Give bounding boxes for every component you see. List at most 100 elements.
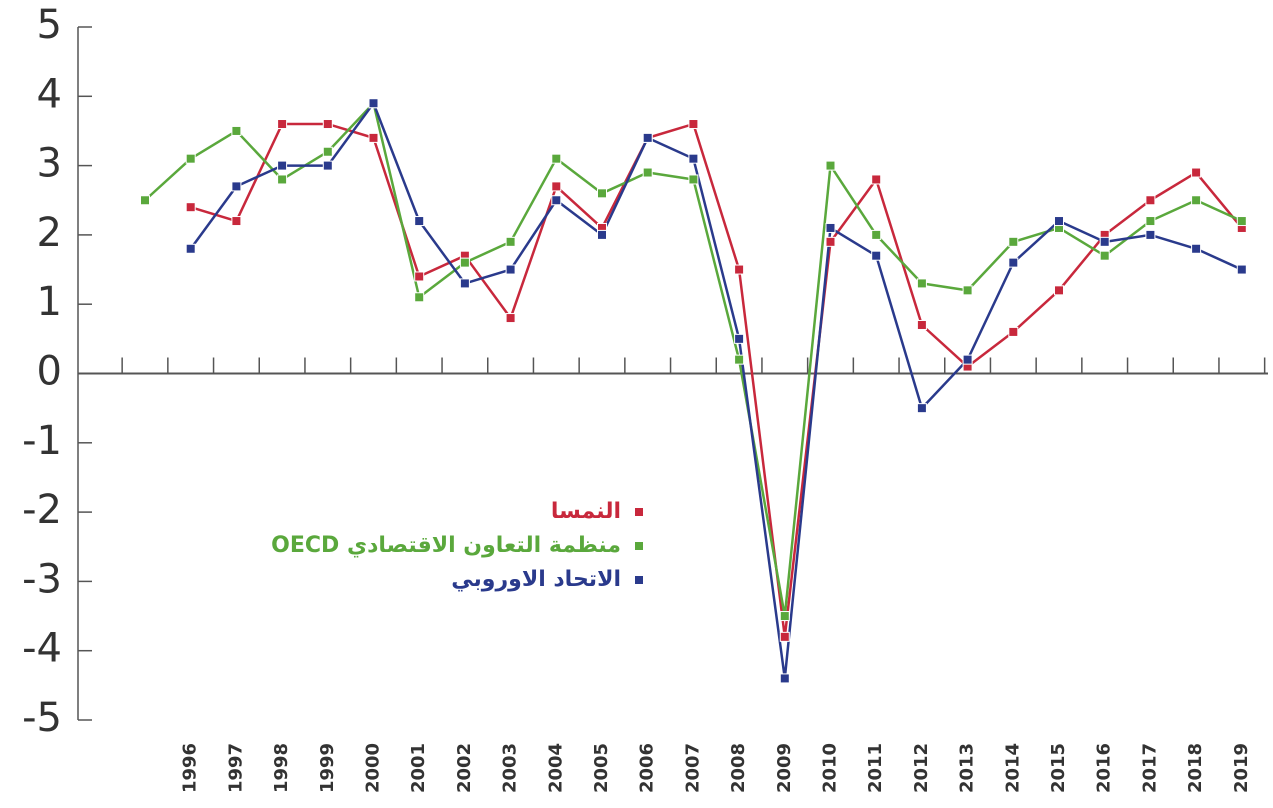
x-tick-label: 2013: [957, 743, 978, 793]
point: [552, 154, 561, 163]
x-tick-label: 2010: [820, 743, 841, 793]
point: [1146, 217, 1155, 226]
point: [598, 230, 607, 239]
point: [506, 265, 515, 274]
y-tick-label: -4: [22, 626, 62, 672]
x-tick-label: 2017: [1139, 743, 1160, 793]
point: [689, 175, 698, 184]
x-tick-label: 2014: [1002, 743, 1023, 793]
point: [232, 126, 241, 135]
x-tick-label: 2005: [591, 743, 612, 793]
point: [278, 175, 287, 184]
point: [369, 99, 378, 108]
point: [186, 244, 195, 253]
y-tick-label: 5: [37, 2, 62, 48]
point: [1100, 251, 1109, 260]
y-tick-label: 4: [37, 71, 62, 117]
x-tick-label: 2012: [911, 743, 932, 793]
point: [643, 133, 652, 142]
legend-item: الاتحاد الاوروبي: [271, 563, 643, 597]
legend-swatch: [635, 542, 643, 550]
point: [1192, 168, 1201, 177]
x-tick-label: 1996: [180, 743, 201, 793]
point: [323, 120, 332, 129]
point: [735, 334, 744, 343]
x-tick-label: 2007: [682, 743, 703, 793]
point: [232, 217, 241, 226]
legend-swatch: [635, 576, 643, 584]
point: [1100, 237, 1109, 246]
legend-swatch: [635, 508, 643, 516]
point: [643, 168, 652, 177]
x-tick-label: 2003: [500, 743, 521, 793]
x-tick-label: 2011: [865, 743, 886, 793]
x-tick-label: 1998: [271, 743, 292, 793]
point: [689, 120, 698, 129]
point: [186, 154, 195, 163]
x-tick-label: 2002: [454, 743, 475, 793]
point: [963, 286, 972, 295]
x-tick-label: 1999: [317, 743, 338, 793]
point: [780, 612, 789, 621]
point: [1009, 327, 1018, 336]
point: [780, 632, 789, 641]
point: [780, 674, 789, 683]
point: [552, 196, 561, 205]
point: [460, 258, 469, 267]
y-tick-label: -3: [22, 556, 62, 602]
point: [1146, 230, 1155, 239]
point: [872, 175, 881, 184]
point: [598, 189, 607, 198]
legend-item: منظمة التعاون الاقتصادي OECD: [271, 529, 643, 563]
point: [1237, 217, 1246, 226]
point: [141, 196, 150, 205]
point: [1009, 237, 1018, 246]
x-tick-label: 2001: [408, 743, 429, 793]
point: [415, 272, 424, 281]
x-tick-label: 2019: [1231, 743, 1252, 793]
point: [963, 355, 972, 364]
y-tick-label: -2: [22, 487, 62, 533]
point: [369, 133, 378, 142]
point: [826, 237, 835, 246]
point: [415, 217, 424, 226]
x-tick-label: 2018: [1185, 743, 1206, 793]
y-tick-label: -1: [22, 418, 62, 464]
point: [278, 161, 287, 170]
x-tick-label: 1997: [225, 743, 246, 793]
point: [415, 293, 424, 302]
point: [735, 355, 744, 364]
point: [689, 154, 698, 163]
point: [1192, 196, 1201, 205]
x-tick-label: 2009: [774, 743, 795, 793]
point: [1146, 196, 1155, 205]
point: [186, 203, 195, 212]
x-tick-label: 2016: [1094, 743, 1115, 793]
point: [278, 120, 287, 129]
point: [1009, 258, 1018, 267]
point: [1055, 286, 1064, 295]
point: [917, 320, 926, 329]
point: [1192, 244, 1201, 253]
page: -5-4-3-2-1012345199619971998199920002001…: [0, 0, 1273, 808]
point: [1055, 217, 1064, 226]
point: [917, 404, 926, 413]
point: [552, 182, 561, 191]
point: [506, 237, 515, 246]
point: [917, 279, 926, 288]
x-tick-label: 2006: [637, 743, 658, 793]
legend-label: النمسا: [551, 495, 621, 529]
chart: -5-4-3-2-1012345199619971998199920002001…: [0, 0, 1273, 808]
point: [323, 161, 332, 170]
y-tick-label: 2: [37, 210, 62, 256]
legend-label: الاتحاد الاوروبي: [451, 563, 621, 597]
point: [826, 161, 835, 170]
legend-item: النمسا: [271, 495, 643, 529]
x-tick-label: 2004: [545, 743, 566, 793]
x-tick-label: 2015: [1048, 743, 1069, 793]
point: [460, 279, 469, 288]
point: [872, 230, 881, 239]
x-tick-label: 2000: [363, 743, 384, 793]
legend-label: منظمة التعاون الاقتصادي OECD: [271, 529, 621, 563]
